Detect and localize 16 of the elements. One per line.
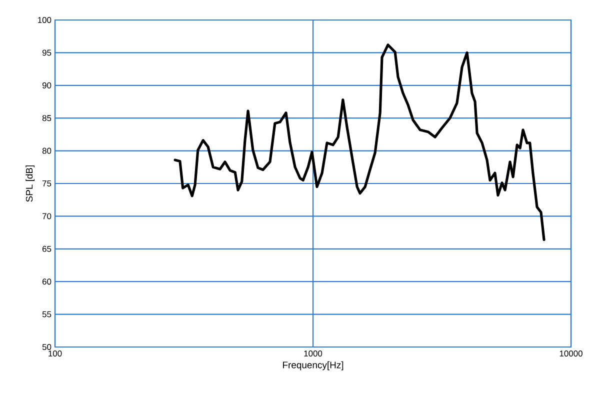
y-tick-label: 75 <box>42 180 52 186</box>
y-tick-label: 65 <box>42 246 52 252</box>
y-axis-title: SPL [dB] <box>26 166 35 202</box>
y-tick-label: 95 <box>42 50 52 56</box>
x-tick-label: 10000 <box>560 350 582 357</box>
y-tick-label: 85 <box>42 115 52 122</box>
y-tick-label: 90 <box>42 82 52 88</box>
x-tick-label: 1000 <box>304 350 322 357</box>
y-tick-label: 55 <box>42 311 52 318</box>
y-tick-label: 80 <box>42 148 52 154</box>
y-tick-label: 60 <box>42 278 52 285</box>
y-tick-label: 50 <box>42 344 52 350</box>
x-tick-label: 100 <box>48 350 62 357</box>
y-tick-label: 70 <box>42 213 52 220</box>
y-tick-label: 100 <box>38 17 52 23</box>
x-axis-title: Frequency[Hz] <box>283 361 344 370</box>
